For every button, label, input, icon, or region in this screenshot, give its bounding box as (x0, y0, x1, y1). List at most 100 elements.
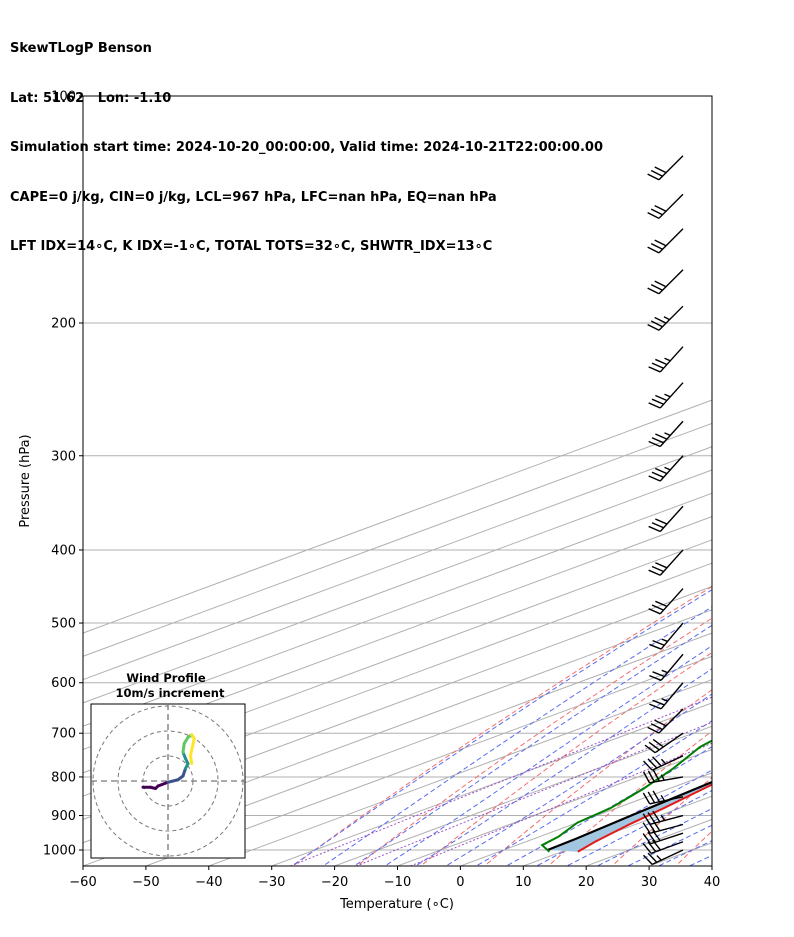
y-tick-label: 600 (51, 676, 76, 691)
isotherm--150 (83, 422, 712, 657)
barb-staff (659, 346, 684, 373)
barb-half (664, 466, 671, 471)
barb-flag (650, 208, 663, 216)
wind-barb (647, 269, 684, 295)
hodograph-segment (156, 780, 170, 788)
x-tick-label: −20 (321, 875, 348, 890)
barb-staff (660, 653, 684, 681)
barb-flag (649, 703, 662, 710)
isotherm-20 (584, 818, 712, 866)
barb-flag (651, 522, 664, 529)
barb-flag (647, 841, 657, 853)
location-line: Lat: 51.62 Lon: -1.10 (10, 90, 172, 106)
dry-adiabat (547, 730, 712, 866)
barb-flag (654, 166, 667, 174)
barb-flag (647, 812, 656, 824)
hodograph-segment (190, 737, 196, 752)
y-tick-label: 800 (51, 770, 76, 785)
barb-staff (658, 228, 684, 254)
y-tick-label: 400 (51, 543, 76, 558)
barb-flag (647, 212, 660, 219)
chart-header: SkewTLogP Benson Lat: 51.62 Lon: -1.10 S… (10, 8, 603, 272)
wind-barb (647, 193, 684, 219)
barb-flag (655, 394, 668, 402)
barb-staff (658, 155, 684, 181)
barb-flag (649, 674, 662, 681)
wind-barb (648, 505, 684, 533)
barb-flag (647, 770, 656, 783)
wind-barb (649, 622, 684, 650)
moist-adiabat (596, 808, 712, 866)
moist-adiabat (444, 693, 712, 866)
isotherm--30 (270, 702, 712, 866)
wind-barb (642, 839, 684, 855)
isotherm--50 (144, 655, 712, 866)
moist-adiabat (322, 606, 712, 866)
barb-half (664, 432, 671, 437)
barb-staff (658, 305, 684, 331)
barb-flag (651, 362, 664, 369)
barb-flag (648, 608, 661, 615)
wind-barb (644, 732, 684, 754)
barb-flag (654, 239, 667, 247)
barb-flag (652, 839, 661, 851)
barb-half (660, 758, 667, 765)
isotherm--60 (83, 632, 712, 866)
y-tick-label: 100 (51, 90, 76, 105)
cin-shading (547, 782, 712, 852)
barb-staff (659, 549, 684, 576)
barb-flag (652, 699, 665, 706)
isotherm-0 (458, 772, 712, 866)
dry-adiabat (292, 586, 712, 866)
wind-barb (648, 420, 684, 448)
barb-flag (650, 283, 663, 291)
wind-barbs (642, 155, 684, 866)
barb-staff (649, 814, 684, 825)
y-axis-label: Pressure (hPa) (18, 434, 33, 527)
barb-flag (649, 643, 662, 650)
y-tick-label: 300 (51, 449, 76, 464)
wind-barb (648, 455, 684, 482)
barb-flag (650, 169, 663, 177)
barb-staff (658, 193, 684, 219)
x-tick-label: 40 (704, 875, 721, 890)
isotherm-40 (710, 865, 712, 866)
barb-staff (659, 455, 684, 482)
wind-barb (647, 708, 684, 734)
barb-staff (658, 269, 684, 295)
barb-half (664, 357, 671, 362)
isotherm--20 (333, 725, 712, 866)
barb-flag (655, 467, 668, 475)
isotherm--80 (83, 585, 712, 820)
barb-flag (651, 437, 664, 444)
isotherm--130 (83, 469, 712, 704)
moist-adiabat (353, 624, 712, 866)
barb-flag (652, 756, 662, 767)
barb-flag (648, 366, 661, 373)
x-tick-label: 0 (456, 875, 464, 890)
barb-half (661, 698, 668, 702)
wind-barb (642, 790, 684, 805)
barb-flag (651, 604, 664, 611)
wind-barb (649, 682, 684, 710)
mixing-ratio-line (354, 721, 712, 866)
barb-staff (660, 682, 684, 710)
moist-adiabat (383, 645, 712, 866)
barb-flag (655, 562, 668, 569)
x-tick-label: −40 (195, 875, 222, 890)
barb-flag (650, 242, 663, 250)
barb-half (660, 774, 665, 781)
barb-flag (651, 565, 664, 573)
wind-barb (642, 819, 684, 834)
indices-line-2: LFT IDX=14∘C, K IDX=-1∘C, TOTAL TOTS=32∘… (10, 239, 493, 254)
hodograph-plot (91, 704, 245, 858)
x-tick-label: −60 (69, 875, 96, 890)
moist-adiabat (657, 840, 712, 866)
barb-flag (648, 402, 661, 409)
mixing-ratio-line (289, 696, 712, 866)
hodograph-inset: Wind Profile 10m/s increment (90, 671, 246, 859)
hodograph-segment (189, 754, 194, 765)
barb-half (661, 638, 668, 643)
barb-flag (648, 741, 660, 751)
